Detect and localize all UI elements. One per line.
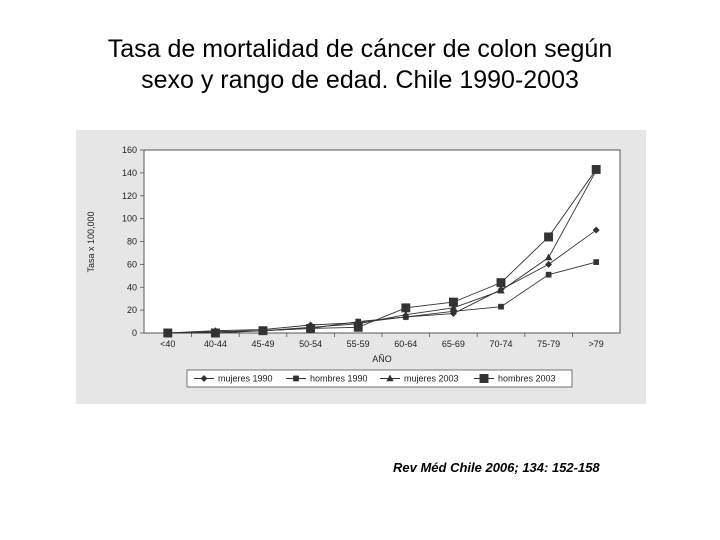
- data-point-hombres-2003: [210, 328, 220, 338]
- data-point-hombres-2003: [163, 328, 173, 338]
- data-point-mujeres-2003: [544, 253, 553, 261]
- data-point-mujeres-1990: [592, 226, 600, 234]
- data-point-mujeres-2003: [449, 303, 458, 311]
- x-tick-label: 55-59: [347, 339, 370, 349]
- data-point-hombres-2003: [496, 278, 506, 288]
- legend-marker-hombres-2003: [479, 374, 489, 383]
- y-tick-label: 160: [122, 145, 137, 155]
- y-axis-label: Tasa x 100,000: [86, 211, 96, 272]
- legend-label-hombres-2003: hombres 2003: [498, 374, 556, 384]
- data-point-mujeres-2003: [402, 310, 410, 318]
- x-tick-label: 45-49: [251, 339, 274, 349]
- series-line-mujeres-1990: [167, 229, 597, 334]
- series-line-mujeres-2003: [167, 170, 597, 334]
- chart-figure: 0 20 40 60 80 100 120 140 160 <40 40-44 45-49 50-54…: [76, 130, 646, 404]
- plot-area: [143, 149, 621, 334]
- slide-title: Tasa de mortalidad de cáncer de colon se…: [40, 34, 680, 96]
- data-point-hombres-2003: [258, 326, 268, 336]
- data-point-hombres-2003: [401, 303, 411, 313]
- x-tick-label: <40: [160, 339, 175, 349]
- x-tick-label: 75-79: [537, 339, 560, 349]
- data-point-hombres-1990: [593, 259, 600, 265]
- x-tick-label: 70-74: [489, 339, 512, 349]
- x-tick-label: >79: [589, 339, 604, 349]
- legend-marker-mujeres-1990: [200, 374, 208, 383]
- y-tick-label: 0: [132, 328, 137, 338]
- legend-marker-hombres-1990: [293, 375, 299, 382]
- citation: Rev Méd Chile 2006; 134: 152-158: [393, 460, 600, 475]
- x-tick-label: 50-54: [299, 339, 322, 349]
- series-line-hombres-2003: [167, 169, 597, 334]
- y-tick-label: 20: [127, 305, 137, 315]
- legend-marker-mujeres-2003: [386, 374, 394, 382]
- slide-title-line-1: Tasa de mortalidad de cáncer de colon se…: [107, 35, 613, 63]
- x-tick-label: 60-64: [394, 339, 417, 349]
- data-point-hombres-2003: [306, 323, 316, 333]
- data-point-hombres-2003: [591, 164, 601, 174]
- data-point-hombres-2003: [448, 297, 458, 307]
- legend-label-hombres-1990: hombres 1990: [310, 374, 368, 384]
- y-tick-label: 80: [127, 237, 137, 247]
- legend-label-mujeres-2003: mujeres 2003: [404, 374, 459, 384]
- slide-title-line-2: sexo y rango de edad. Chile 1990-2003: [141, 66, 579, 94]
- y-tick-label: 40: [127, 282, 137, 292]
- legend-box: [186, 369, 573, 388]
- data-point-mujeres-1990: [545, 260, 553, 268]
- line-chart: 0 20 40 60 80 100 120 140 160 <40 40-44 45-49 50-54…: [86, 145, 621, 388]
- data-point-mujeres-2003: [497, 286, 505, 294]
- y-tick-label: 100: [122, 214, 137, 224]
- data-point-hombres-2003: [544, 232, 554, 242]
- x-tick-label: 40-44: [204, 339, 227, 349]
- x-axis-label: AÑO: [372, 354, 392, 364]
- data-point-hombres-1990: [545, 271, 552, 278]
- y-tick-label: 60: [127, 259, 137, 269]
- y-tick-label: 140: [122, 168, 137, 178]
- data-point-hombres-1990: [498, 303, 504, 310]
- y-tick-label: 120: [122, 191, 137, 201]
- data-point-hombres-2003: [353, 322, 363, 332]
- x-tick-label: 65-69: [442, 339, 465, 349]
- legend-label-mujeres-1990: mujeres 1990: [218, 374, 273, 384]
